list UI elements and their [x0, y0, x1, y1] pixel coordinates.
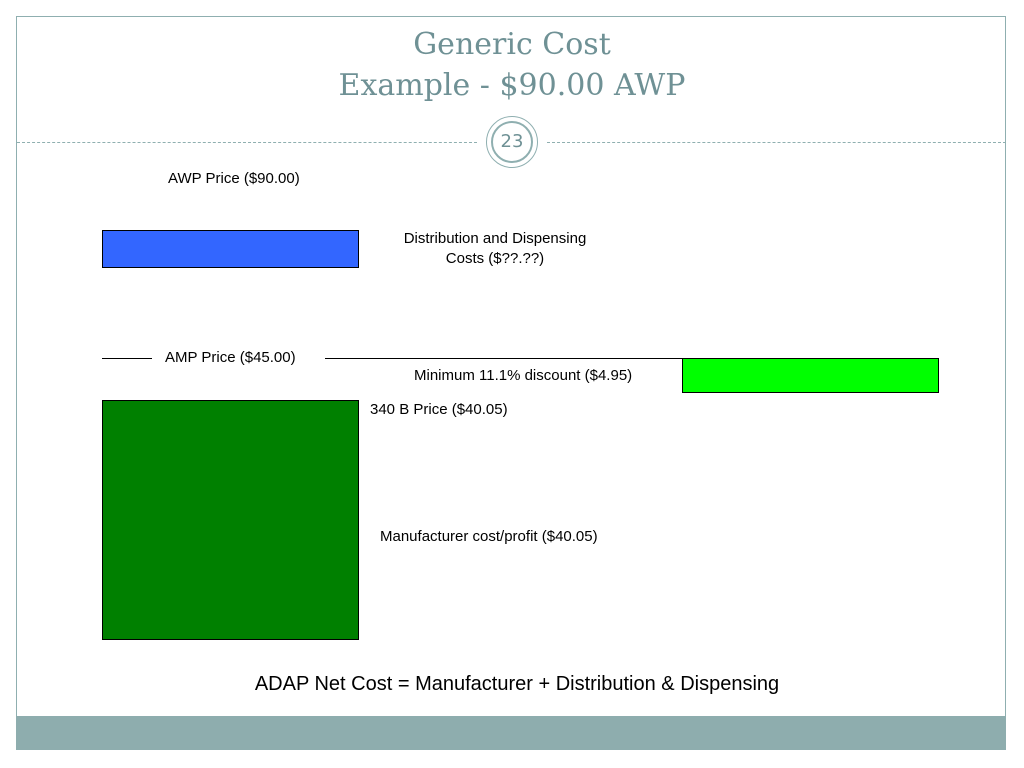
bottom-band — [16, 716, 1006, 750]
minimum-discount-box — [682, 358, 939, 393]
title-line-2: Example - $90.00 AWP — [338, 68, 686, 103]
amp-price-label: AMP Price ($45.00) — [165, 349, 296, 366]
amp-line-right — [325, 358, 683, 359]
price-340b-label: 340 B Price ($40.05) — [370, 401, 508, 418]
title-divider-right — [547, 142, 1006, 143]
distribution-label-line-2: Costs ($??.??) — [445, 250, 545, 267]
title-divider-left — [17, 142, 477, 143]
page-number: 23 — [491, 121, 533, 163]
slide-title: Generic Cost Example - $90.00 AWP — [0, 24, 1024, 106]
adap-net-cost-equation: ADAP Net Cost = Manufacturer + Distribut… — [254, 673, 780, 695]
manufacturer-cost-label: Manufacturer cost/profit ($40.05) — [380, 528, 598, 545]
amp-line-left — [102, 358, 152, 359]
minimum-discount-label: Minimum 11.1% discount ($4.95) — [414, 367, 633, 384]
page-number-badge: 23 — [486, 116, 538, 168]
distribution-label-line-1: Distribution and Dispensing — [403, 230, 587, 247]
distribution-dispensing-box — [102, 230, 359, 268]
distribution-dispensing-label: Distribution and Dispensing Costs ($??.?… — [365, 229, 625, 269]
manufacturer-box — [102, 400, 359, 640]
title-line-1: Generic Cost — [413, 27, 611, 62]
awp-price-label: AWP Price ($90.00) — [168, 170, 300, 187]
